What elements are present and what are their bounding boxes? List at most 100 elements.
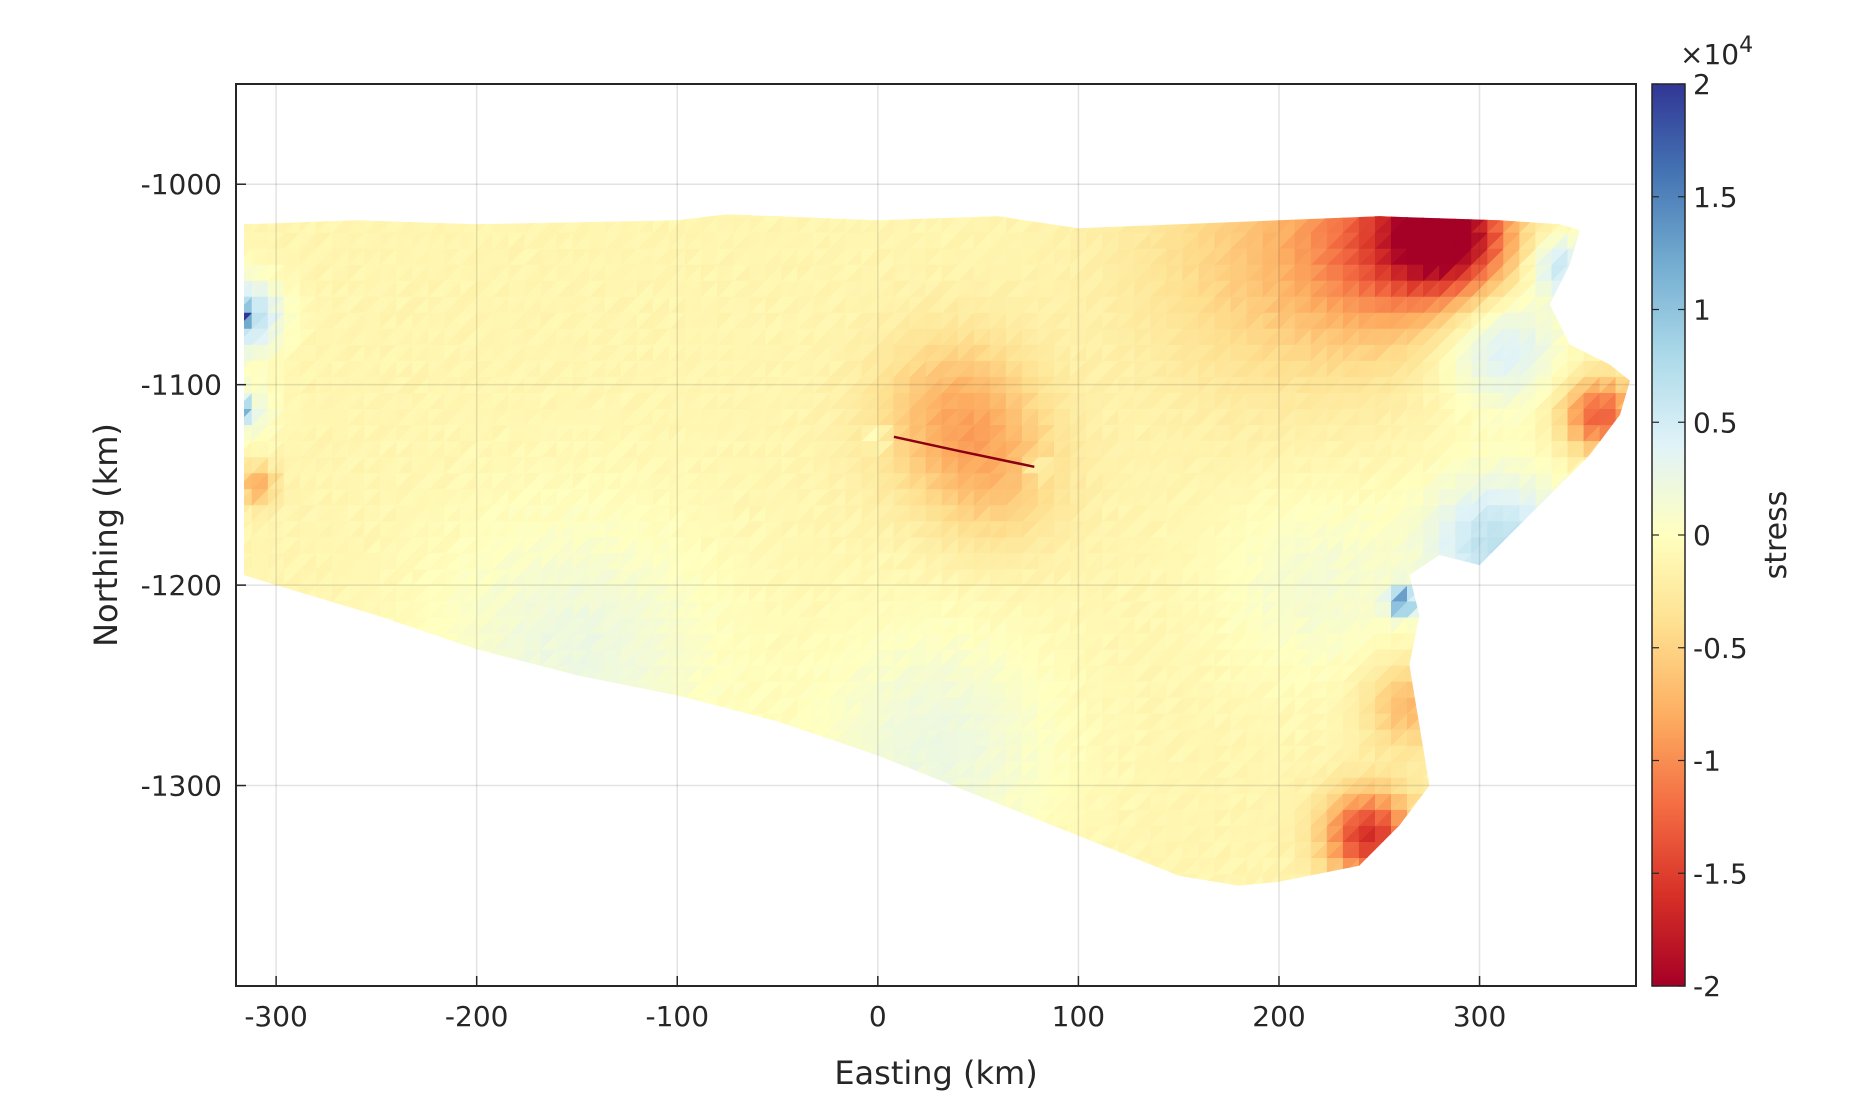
- mesh-cell-1573: [525, 681, 541, 697]
- mesh-cell-790: [380, 746, 396, 762]
- mesh-cell-27: [236, 665, 252, 681]
- mesh-cell-1314: [477, 681, 493, 697]
- mesh-cell-718: [364, 633, 380, 649]
- mesh-cell-2757: [750, 842, 766, 858]
- mesh-cell-605: [348, 858, 364, 874]
- mesh-cell-1979: [605, 874, 621, 890]
- mesh-cell-2415: [685, 826, 701, 842]
- mesh-cell-715: [364, 665, 380, 681]
- mesh-cell-612: [348, 794, 364, 810]
- mesh-cell-3529: [894, 858, 910, 874]
- mesh-cell-4903: [1151, 874, 1167, 890]
- mesh-cell-1463: [509, 874, 525, 890]
- mesh-cell-697: [364, 810, 380, 826]
- mesh-cell-3364: [862, 794, 878, 810]
- mesh-cell-4386: [1054, 874, 1070, 890]
- mesh-cell-3871: [958, 874, 974, 890]
- mesh-cell-3096: [814, 874, 830, 890]
- mesh-cell-866: [397, 826, 413, 842]
- mesh-cell-1987: [605, 810, 621, 826]
- mesh-cell-1215: [461, 794, 477, 810]
- mesh-cell-361: [300, 746, 316, 762]
- mesh-cell-891: [397, 633, 413, 649]
- mesh-cell-1144: [445, 665, 461, 681]
- mesh-cell-2503: [701, 810, 717, 826]
- mesh-cell-3785: [942, 874, 958, 890]
- mesh-cell-88: [252, 858, 268, 874]
- mesh-cell-1213: [461, 810, 477, 826]
- mesh-cell-369: [300, 681, 316, 697]
- mesh-cell-1124: [445, 826, 461, 842]
- mesh-cell-4647: [1103, 858, 1119, 874]
- mesh-cell-1400: [493, 681, 509, 697]
- mesh-cell-953: [413, 826, 429, 842]
- mesh-cell-3017: [798, 826, 814, 842]
- mesh-cell-3446: [878, 826, 894, 842]
- mesh-cell-952: [413, 826, 429, 842]
- mesh-cell-798: [380, 681, 396, 697]
- mesh-cell-1228: [461, 681, 477, 697]
- mesh-cell-2677: [733, 794, 749, 810]
- mesh-cell-1293: [477, 858, 493, 874]
- mesh-cell-2236: [653, 874, 669, 890]
- mesh-cell-281: [284, 697, 300, 713]
- mesh-cell-3196: [830, 762, 846, 778]
- mesh-cell-433: [316, 858, 332, 874]
- mesh-cell-1993: [605, 762, 621, 778]
- mesh-cell-366: [300, 697, 316, 713]
- mesh-cell-2938: [782, 762, 798, 778]
- mesh-cell-2495: [701, 874, 717, 890]
- mesh-cell-1478: [509, 746, 525, 762]
- mesh-cell-2234: [637, 200, 653, 216]
- mesh-cell-3962: [974, 826, 990, 842]
- mesh-cell-1382: [493, 826, 509, 842]
- mesh-cell-782: [380, 810, 396, 826]
- mesh-cell-3784: [942, 874, 958, 890]
- mesh-cell-3611: [894, 200, 910, 216]
- mesh-cell-463: [316, 617, 332, 633]
- mesh-cell-4042: [990, 874, 1006, 890]
- mesh-cell-1290: [477, 874, 493, 890]
- mesh-cell-878: [397, 729, 413, 745]
- mesh-cell-1984: [605, 826, 621, 842]
- mesh-cell-3357: [862, 858, 878, 874]
- mesh-cell-4385: [1038, 200, 1054, 216]
- mesh-cell-2842: [766, 842, 782, 858]
- mesh-cell-106: [252, 713, 268, 729]
- mesh-cell-540: [332, 681, 348, 697]
- mesh-cell-2320: [653, 200, 669, 216]
- mesh-cell-1386: [493, 794, 509, 810]
- mesh-cell-459: [316, 649, 332, 665]
- mesh-cell-602: [348, 874, 364, 890]
- mesh-cell-286: [284, 649, 300, 665]
- mesh-cell-3537: [894, 794, 910, 810]
- mesh-cell-3524: [878, 200, 894, 216]
- mesh-cell-1894: [589, 858, 605, 874]
- mesh-cell-3181: [814, 200, 830, 216]
- mesh-cell-947: [413, 874, 429, 890]
- mesh-cell-2164: [637, 762, 653, 778]
- mesh-cell-1998: [605, 713, 621, 729]
- mesh-cell-2498: [701, 842, 717, 858]
- mesh-cell-449: [316, 729, 332, 745]
- mesh-cell-3027: [798, 746, 814, 762]
- mesh-cell-1034: [429, 858, 445, 874]
- mesh-cell-2502: [701, 810, 717, 826]
- mesh-cell-1319: [477, 649, 493, 665]
- mesh-cell-4215: [1022, 874, 1038, 890]
- mesh-cell-1633: [525, 200, 541, 216]
- mesh-cell-171: [252, 200, 268, 216]
- mesh-cell-348: [300, 842, 316, 858]
- mesh-cell-2425: [685, 746, 701, 762]
- mesh-cell-1651: [541, 746, 557, 762]
- mesh-cell-4219: [1022, 842, 1038, 858]
- mesh-cell-1897: [589, 842, 605, 858]
- mesh-cell-2413: [685, 842, 701, 858]
- mesh-cell-619: [348, 746, 364, 762]
- mesh-cell-3104: [814, 810, 830, 826]
- mesh-cell-3448: [878, 810, 894, 826]
- mesh-cell-2752: [750, 874, 766, 890]
- mesh-cell-3789: [942, 842, 958, 858]
- mesh-cell-1740: [557, 713, 573, 729]
- mesh-cell-1129: [445, 794, 461, 810]
